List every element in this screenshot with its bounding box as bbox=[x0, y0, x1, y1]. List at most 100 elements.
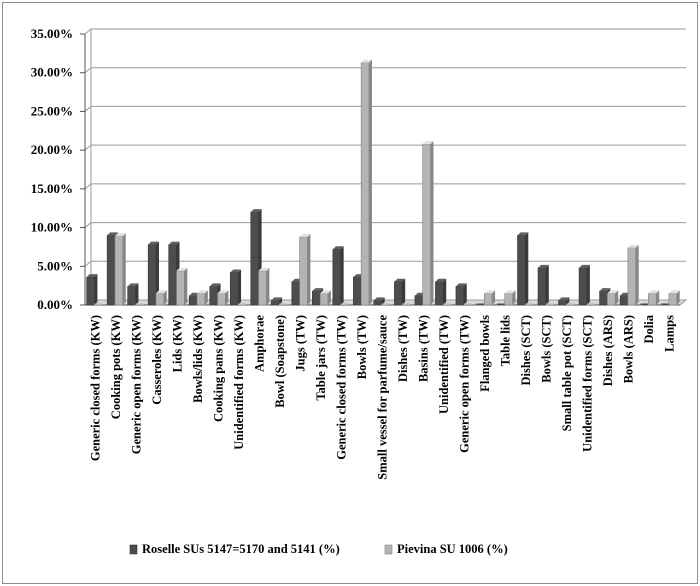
bar-top bbox=[230, 269, 242, 273]
x-tick-label: Cooking pans (KW) bbox=[211, 315, 225, 422]
bar-top bbox=[422, 140, 434, 144]
y-tick-label: 10.00% bbox=[31, 220, 73, 235]
x-tick-label: Bowls (SCT) bbox=[540, 315, 554, 383]
y-tick-label: 5.00% bbox=[37, 258, 73, 273]
bar-pievina bbox=[422, 143, 431, 306]
grid-side bbox=[84, 67, 92, 74]
x-tick-label: Table lids bbox=[499, 315, 513, 366]
bar-roselle bbox=[332, 248, 341, 306]
bar-pievina bbox=[607, 293, 616, 306]
bar-top bbox=[435, 278, 447, 282]
bar-pievina bbox=[443, 303, 452, 305]
bar-side bbox=[492, 290, 496, 305]
x-tick-label: Cooking pots (KW) bbox=[109, 315, 123, 419]
bar-side bbox=[135, 283, 139, 305]
bar-top bbox=[86, 274, 98, 278]
x-tick-label: Generic open forms (KW) bbox=[129, 315, 143, 454]
bar-pievina bbox=[360, 62, 370, 306]
bar-pievina bbox=[258, 270, 267, 306]
x-tick-label: Unidentified forms (KW) bbox=[232, 315, 246, 450]
bar-side bbox=[381, 297, 385, 305]
bar-roselle bbox=[229, 272, 239, 306]
bar-pievina bbox=[217, 293, 226, 306]
x-tick-label: Lids (KW) bbox=[170, 315, 184, 372]
bar-side bbox=[340, 246, 344, 305]
y-tick-label: 20.00% bbox=[31, 142, 73, 157]
bar-side bbox=[163, 290, 167, 305]
bar-roselle bbox=[147, 244, 157, 306]
bar-roselle bbox=[250, 211, 259, 306]
bar-top bbox=[579, 264, 590, 268]
x-tick-label: Basins (TW) bbox=[417, 315, 431, 382]
bar-pievina bbox=[627, 247, 636, 306]
x-tick-label: Jugs (TW) bbox=[293, 315, 307, 372]
bar-top bbox=[312, 288, 324, 292]
bar-pievina bbox=[463, 303, 472, 305]
bar-roselle bbox=[661, 303, 669, 305]
x-tick-label: Casseroles (KW) bbox=[150, 315, 164, 405]
bar-top bbox=[127, 283, 139, 287]
bar-roselle bbox=[537, 267, 547, 306]
grid-side bbox=[84, 183, 92, 190]
bar-pievina bbox=[504, 293, 513, 306]
plot-wall bbox=[91, 29, 686, 300]
x-tick-label: Bowls (ARS) bbox=[622, 315, 636, 383]
bar-top bbox=[168, 241, 180, 245]
bar-side bbox=[463, 283, 467, 305]
bar-top bbox=[217, 290, 229, 294]
bar-roselle bbox=[599, 290, 608, 306]
bar-side bbox=[307, 233, 311, 305]
bar-roselle bbox=[455, 286, 465, 306]
bar-side bbox=[586, 264, 590, 305]
x-tick-label: Generic closed forms (KW) bbox=[88, 315, 102, 461]
bar-top bbox=[558, 297, 570, 301]
bar-top bbox=[148, 241, 159, 245]
bar-top bbox=[107, 232, 118, 236]
bar-pievina bbox=[135, 303, 144, 305]
bar-side bbox=[512, 290, 516, 305]
bar-roselle bbox=[435, 281, 444, 306]
bar-side bbox=[327, 290, 331, 305]
bar-roselle bbox=[168, 244, 177, 306]
bar-pievina bbox=[545, 303, 554, 305]
bar-roselle bbox=[291, 281, 300, 306]
bar-top bbox=[599, 288, 611, 292]
bar-side bbox=[94, 274, 98, 305]
bar-side bbox=[368, 59, 372, 305]
bar-roselle bbox=[640, 303, 649, 305]
bar-roselle bbox=[312, 290, 321, 306]
bar-pievina bbox=[94, 303, 103, 305]
bar-top bbox=[373, 297, 385, 301]
bar-roselle bbox=[558, 300, 567, 306]
x-tick-label: Dishes (TW) bbox=[396, 315, 410, 382]
bar-top bbox=[155, 290, 167, 294]
grid-side bbox=[84, 28, 92, 35]
bar-side bbox=[443, 278, 447, 305]
bar-pievina bbox=[525, 303, 534, 305]
x-tick-label: Amphorae bbox=[252, 315, 266, 372]
legend-label: Roselle SUs 5147=5170 and 5141 (%) bbox=[142, 542, 340, 556]
bar-side bbox=[122, 233, 126, 305]
bar-side bbox=[525, 232, 529, 305]
bar-roselle bbox=[86, 276, 95, 306]
y-tick-label: 25.00% bbox=[31, 103, 73, 118]
y-tick-label: 30.00% bbox=[31, 65, 73, 80]
bar-top bbox=[176, 267, 188, 271]
bar-pievina bbox=[238, 303, 246, 305]
bar-pievina bbox=[381, 303, 390, 305]
bar-side bbox=[204, 290, 208, 305]
bar-roselle bbox=[517, 235, 526, 306]
bar-pievina bbox=[299, 236, 308, 306]
x-tick-label: Generic closed forms (TW) bbox=[334, 315, 348, 460]
bar-roselle bbox=[373, 300, 382, 306]
x-tick-label: Dolia bbox=[642, 314, 656, 343]
bar-pievina bbox=[176, 270, 185, 306]
bar-roselle bbox=[578, 267, 588, 306]
grid-side bbox=[84, 260, 92, 267]
x-tick-label: Small vessel for parfume/sauce bbox=[376, 315, 390, 480]
bar-top bbox=[361, 59, 372, 63]
bar-pievina bbox=[483, 293, 493, 306]
bar-pievina bbox=[340, 303, 349, 305]
bar-roselle bbox=[496, 303, 505, 305]
